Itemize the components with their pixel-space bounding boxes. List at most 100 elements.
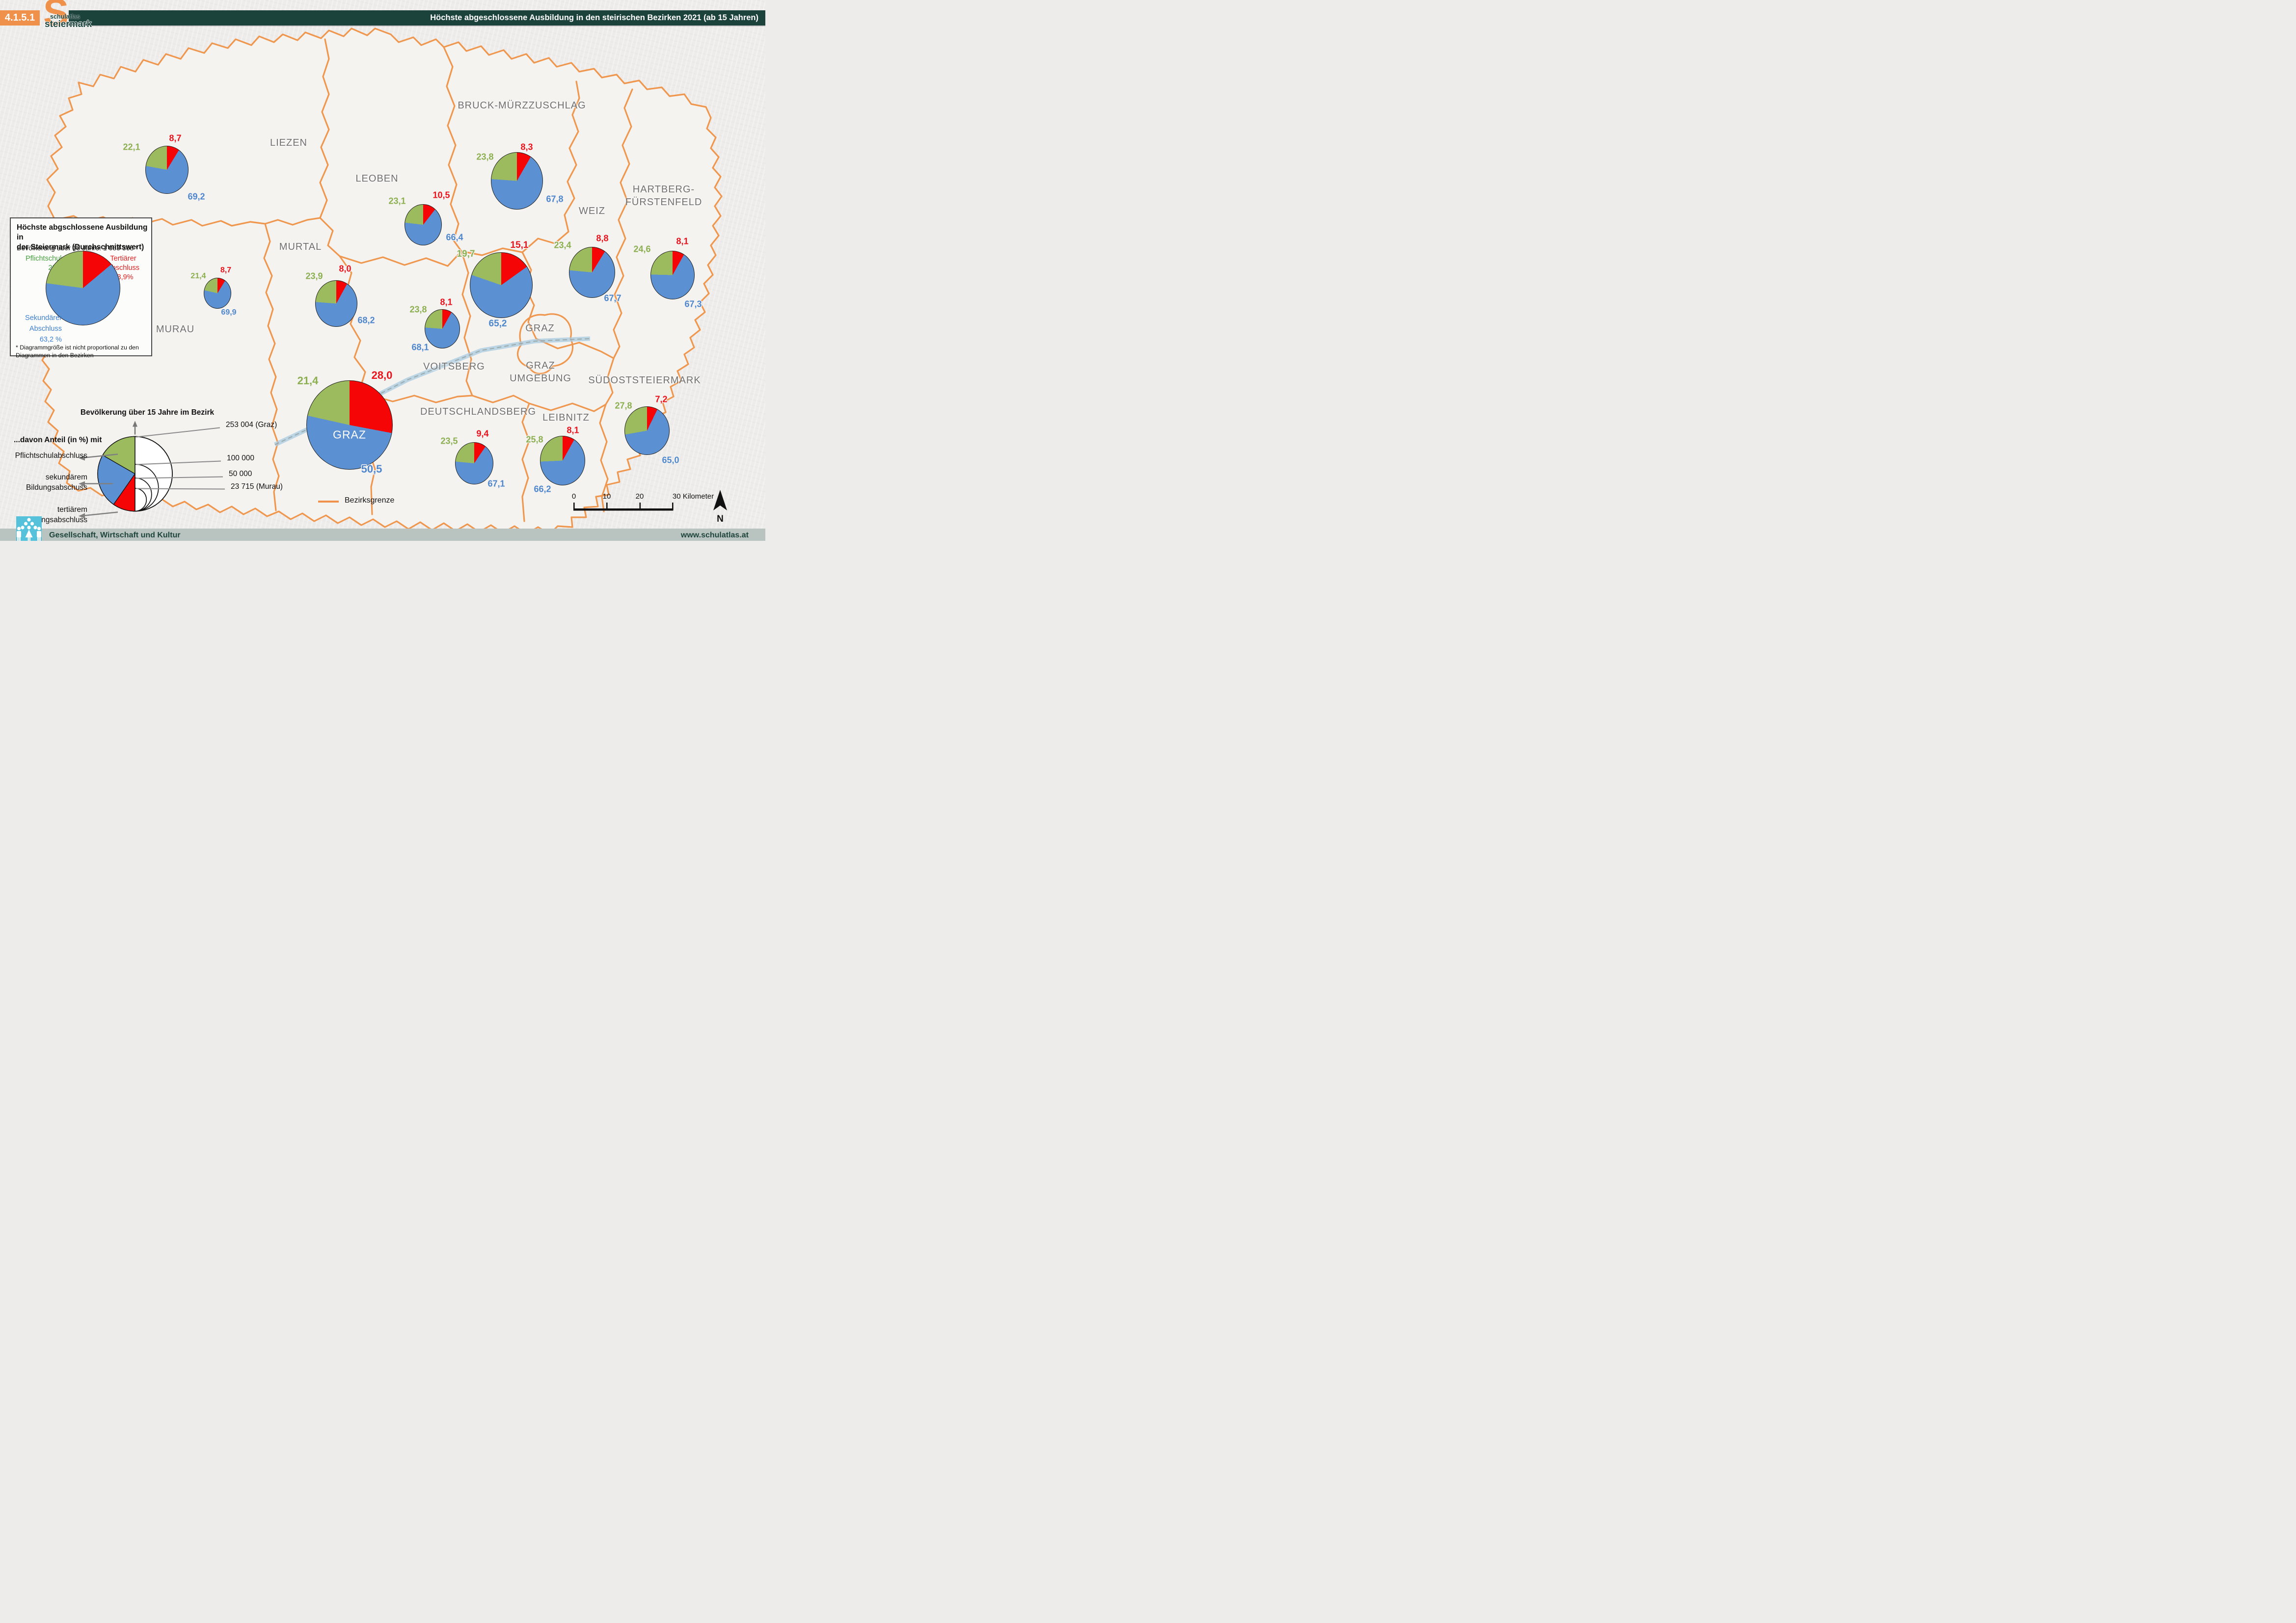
footer-category: Gesellschaft, Wirtschaft und Kultur <box>49 531 181 539</box>
border-grazumgebung-suedost <box>535 338 615 359</box>
size-legend-red-sector <box>113 473 135 512</box>
footer-bar <box>0 529 765 541</box>
value-pflichtschule: 27,8 <box>615 400 632 411</box>
footer-website-link[interactable]: www.schulatlas.at <box>680 531 749 539</box>
value-pflichtschule: 25,8 <box>526 434 543 445</box>
value-sekundaer: 67,3 <box>684 299 702 309</box>
average-blue-label: Sekundärer Abschluss 63,2 % <box>25 314 62 344</box>
average-box-population: Bevölkerung über 15 Jahre: 1 083 368 * <box>17 244 138 252</box>
size-legend-green-sector <box>102 436 135 475</box>
bezirksgrenze-label: Bezirksgrenze <box>345 496 395 505</box>
district-label-deutschlandsberg: DEUTSCHLANDSBERG <box>420 406 537 417</box>
border-leoben-south <box>319 217 462 267</box>
value-sekundaer: 68,2 <box>357 315 375 325</box>
district-label-weiz: WEIZ <box>579 206 605 216</box>
value-tertiaer: 8,7 <box>220 266 232 274</box>
scalebar-20: 20 <box>635 492 644 501</box>
pie-murtal <box>315 280 357 327</box>
border-south-chain <box>371 395 607 412</box>
value-tertiaer: 9,4 <box>476 428 489 439</box>
pie-liezen <box>145 146 189 194</box>
north-letter: N <box>717 514 724 524</box>
value-pflichtschule: 23,5 <box>440 436 458 446</box>
value-sekundaer: 69,2 <box>188 191 205 202</box>
pie-s-doststeiermark <box>624 406 670 455</box>
average-pie-chart <box>46 251 120 325</box>
value-sekundaer: 67,8 <box>546 194 564 204</box>
value-sekundaer: 66,4 <box>446 232 463 242</box>
size-legend-row-pflichtschule: Pflichtschulabschluss <box>15 452 87 460</box>
value-tertiaer: 8,0 <box>339 264 351 274</box>
value-sekundaer: 65,2 <box>488 319 507 329</box>
value-tertiaer: 8,3 <box>520 142 533 152</box>
value-pflichtschule: 23,9 <box>305 271 323 281</box>
value-tertiaer: 8,8 <box>596 233 609 243</box>
border-murau-murtal <box>263 223 280 511</box>
average-box-title: Höchste abgschlossene Ausbildung in der S… <box>17 223 148 251</box>
scalebar-0: 0 <box>571 492 576 501</box>
value-pflichtschule: 23,1 <box>388 196 406 206</box>
district-label-bruck-m-rzzuschlag: BRUCK-MÜRZZUSCHLAG <box>458 100 586 111</box>
scalebar-10: 10 <box>602 492 611 501</box>
size-legend-row-sekundaer: sekundärem Bildungsabschuss <box>26 473 87 492</box>
district-label-liezen: LIEZEN <box>270 137 308 148</box>
value-sekundaer: 67,7 <box>604 293 621 303</box>
value-tertiaer: 28,0 <box>371 369 393 381</box>
average-legend-box: Höchste abgschlossene Ausbildung in der S… <box>10 217 152 359</box>
border-suedost-north <box>605 357 615 405</box>
district-label-leoben: LEOBEN <box>355 173 399 184</box>
district-label-s-doststeiermark: SÜDOSTSTEIERMARK <box>588 375 701 386</box>
size-legend-diagram <box>79 421 225 519</box>
value-pflichtschule: 23,8 <box>476 152 494 162</box>
value-sekundaer: 65,0 <box>662 455 679 465</box>
value-tertiaer: 8,7 <box>169 133 182 143</box>
district-label-leibnitz: LEIBNITZ <box>542 412 590 423</box>
pie-weiz <box>569 247 615 298</box>
north-arrow-icon <box>713 490 727 510</box>
district-label-graz: GRAZ <box>525 323 555 334</box>
value-pflichtschule: 19,7 <box>457 249 475 259</box>
district-label-murau: MURAU <box>156 324 195 335</box>
bezirksgrenze-line-swatch <box>318 501 339 503</box>
size-legend-subtitle: ...davon Anteil (in %) mit <box>14 436 102 444</box>
logo-s-icon: S <box>43 0 69 34</box>
border-bruck-weiz <box>521 80 580 253</box>
pie-graz-umgebung <box>470 252 533 318</box>
value-pflichtschule: 24,6 <box>633 244 651 254</box>
border-graz-city <box>516 313 574 374</box>
logo-text-top: schulatlas <box>50 13 81 20</box>
value-tertiaer: 15,1 <box>510 240 529 250</box>
size-value-murau: 23 715 (Murau) <box>231 482 283 491</box>
logo-text-bottom: steiermark <box>45 19 92 29</box>
size-legend-blue-sector <box>97 454 135 505</box>
schulatlas-logo: S schulatlas steiermark <box>40 0 92 38</box>
value-tertiaer: 7,2 <box>655 394 668 404</box>
value-sekundaer: 50,5 <box>361 463 382 475</box>
north-arrow: N <box>713 490 728 524</box>
size-value-100000: 100 000 <box>227 454 255 462</box>
value-tertiaer: 8,1 <box>440 297 453 307</box>
border-leoben-bruck <box>443 46 462 252</box>
pie-inner-label-graz: GRAZ <box>333 428 366 441</box>
value-pflichtschule: 21,4 <box>297 374 319 387</box>
size-legend-row-tertiaer: tertiärem Bildungsabschluss <box>24 506 87 524</box>
value-pflichtschule: 22,1 <box>123 142 140 152</box>
value-sekundaer: 69,9 <box>221 308 237 317</box>
pie-voitsberg <box>425 309 460 348</box>
arrow-to-size-title <box>133 421 137 435</box>
value-tertiaer: 8,1 <box>676 236 689 246</box>
arrows-to-share-rows <box>79 453 118 519</box>
map-sheet-number: 4.1.5.1 <box>0 10 40 26</box>
border-deutschlandsberg-leibnitz <box>521 402 530 522</box>
size-value-graz: 253 004 (Graz) <box>226 421 277 429</box>
value-sekundaer: 66,2 <box>534 484 551 494</box>
district-label-graz-umgebung: GRAZ UMGEBUNG <box>510 360 571 384</box>
pie-leoben <box>405 204 442 245</box>
map-title-bar: Höchste abgeschlossene Ausbildung in den… <box>69 10 765 26</box>
value-sekundaer: 67,1 <box>487 479 505 489</box>
average-box-footnote: * Diagrammgröße ist nicht proportional z… <box>16 344 139 359</box>
value-tertiaer: 8,1 <box>567 425 579 435</box>
border-liezen-south <box>54 215 321 227</box>
pie-hartberg-f-rstenfeld <box>650 250 695 299</box>
district-label-hartberg-f-rstenfeld: HARTBERG- FÜRSTENFELD <box>625 184 702 208</box>
